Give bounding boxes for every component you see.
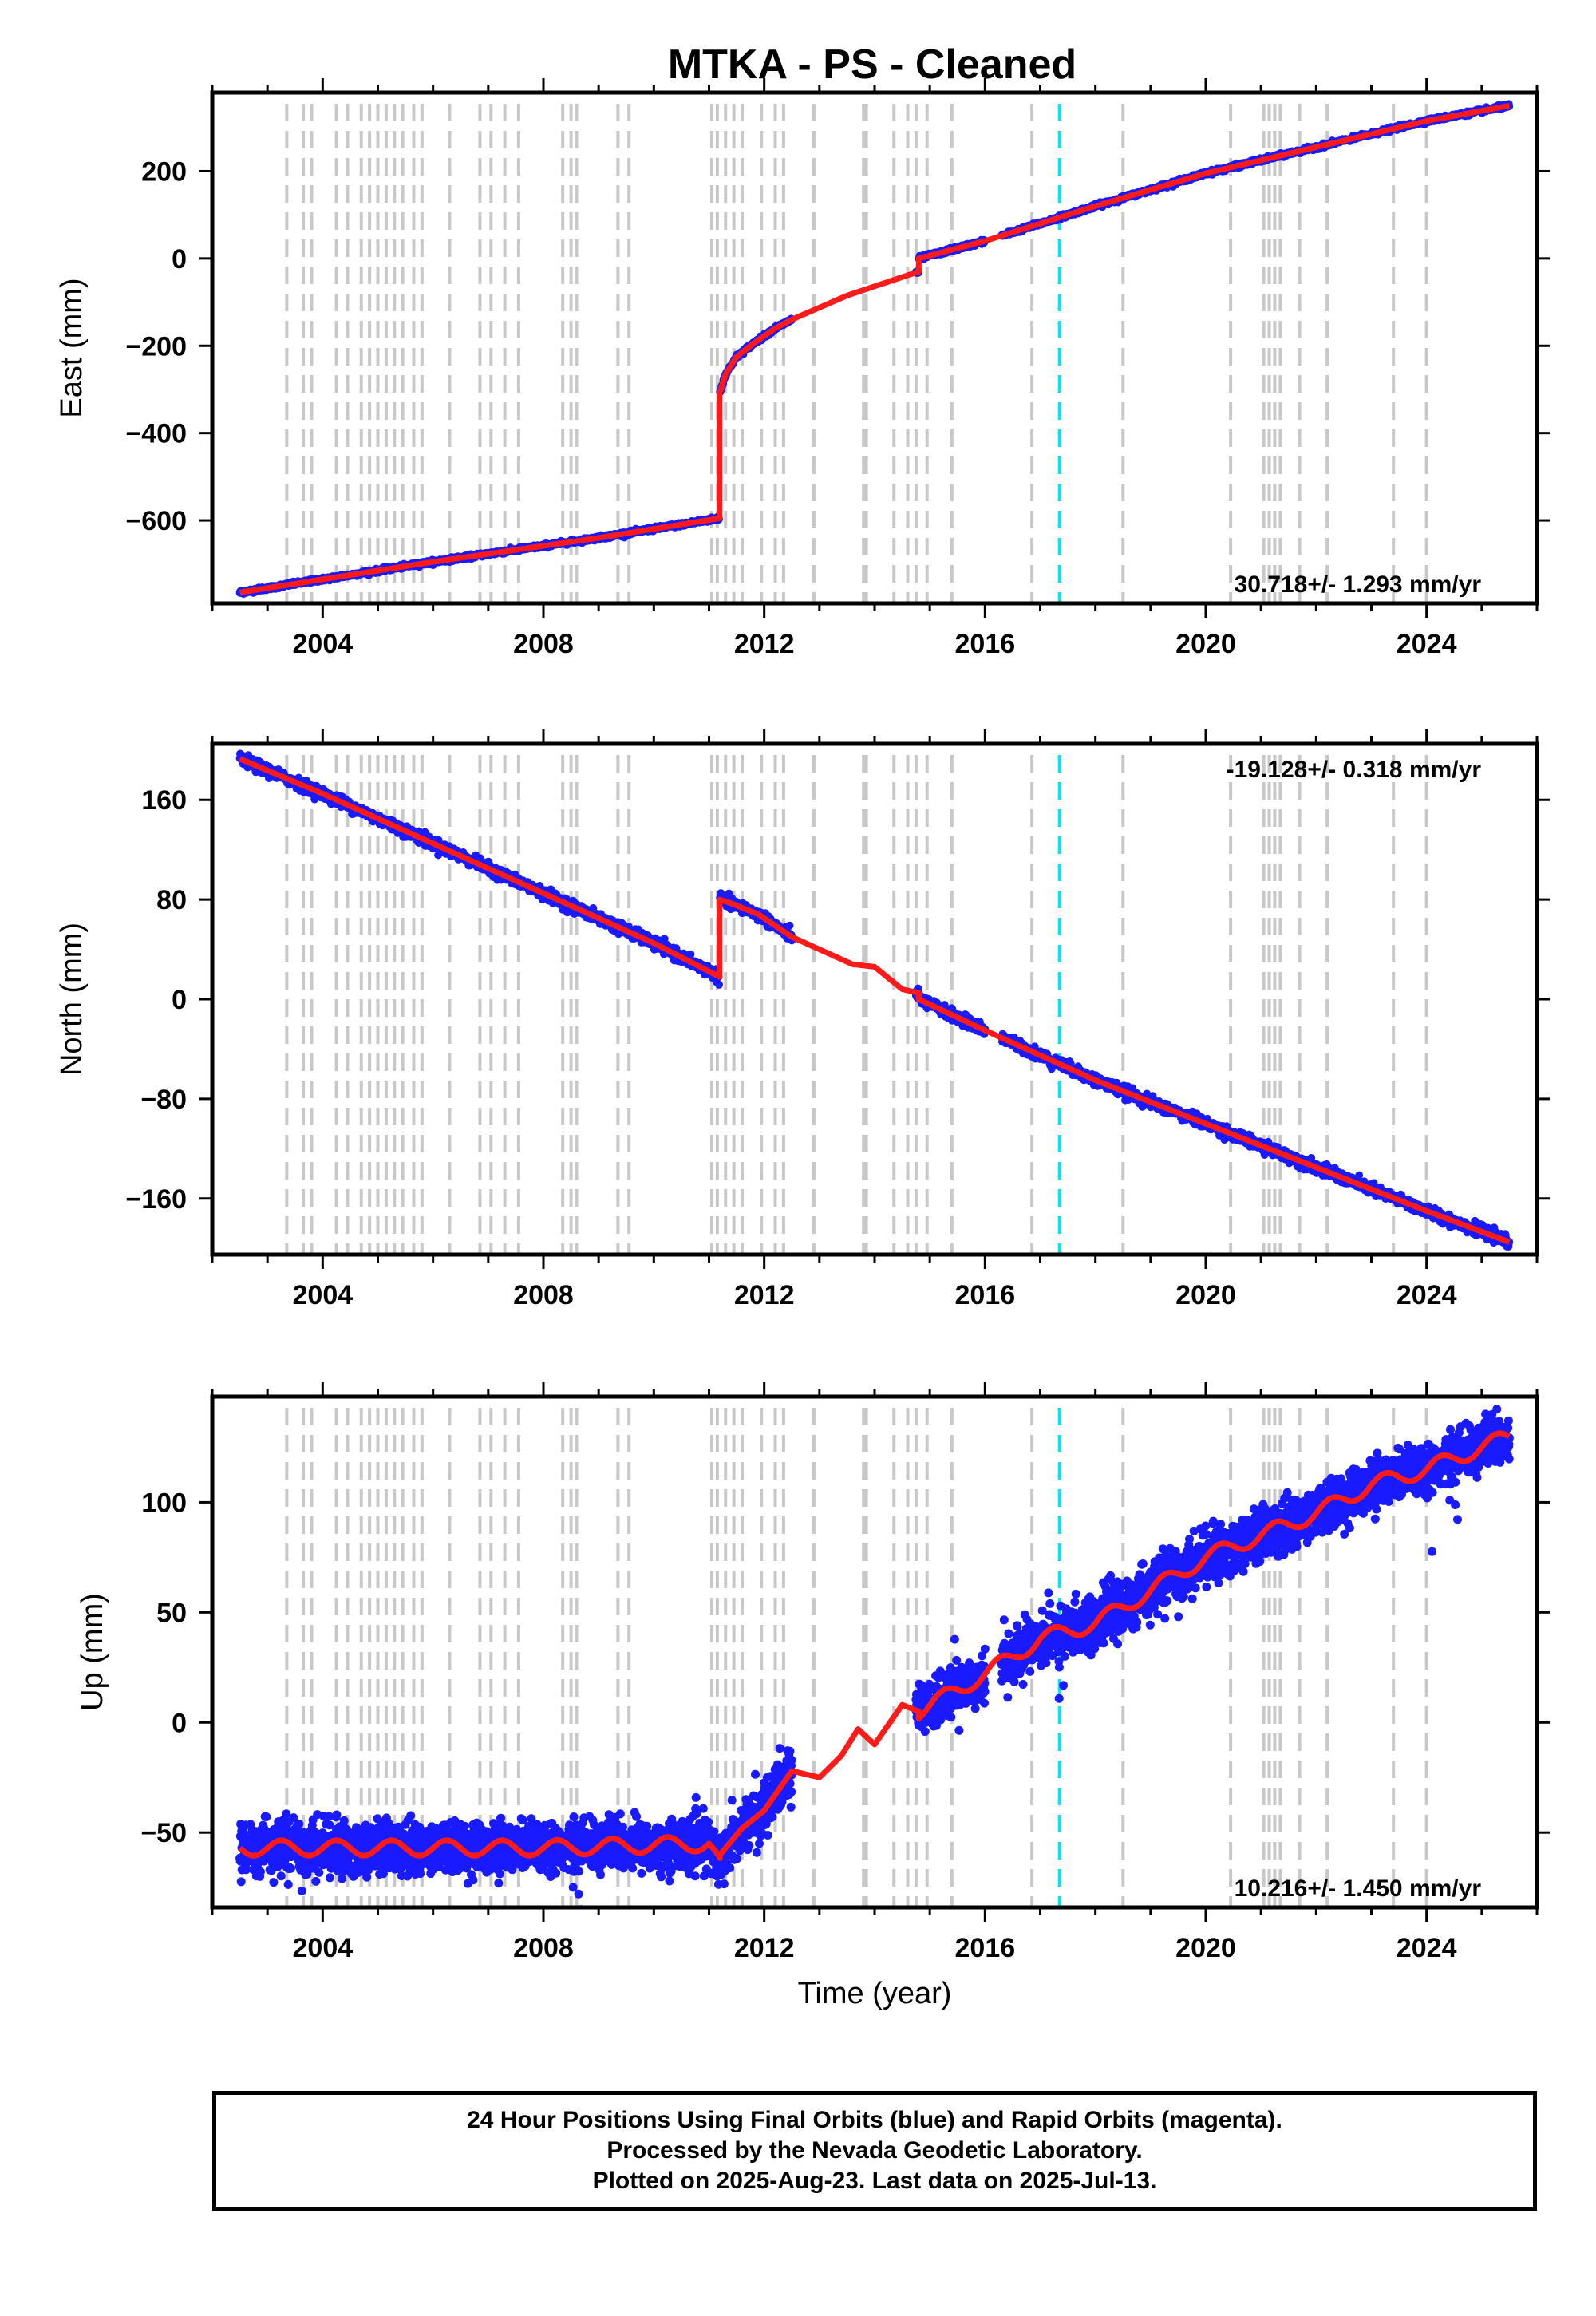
- data-point: [785, 921, 794, 930]
- data-point: [686, 950, 695, 958]
- y-tick-label: −400: [125, 419, 187, 449]
- rate-label: 30.718+/- 1.293 mm/yr: [1235, 571, 1482, 598]
- plot-area: [235, 749, 1514, 1255]
- x-tick-label: 2012: [734, 629, 795, 659]
- x-tick-label: 2016: [955, 629, 1016, 659]
- y-tick-label: −600: [125, 506, 187, 536]
- y-axis-label: East (mm): [55, 278, 89, 417]
- x-tick-label: 2024: [1396, 629, 1457, 659]
- y-tick-label: −200: [125, 331, 187, 362]
- east-panel: 2004 2008 2012 2016 2020 2024 200 0 −200 −400 −600…: [55, 78, 1550, 659]
- x-tick-label: 2004: [293, 629, 354, 659]
- x-tick-label: 2008: [513, 629, 574, 659]
- y-tick-label: 0: [172, 244, 187, 275]
- plot-frame: [210, 90, 1539, 606]
- data-points: [235, 100, 1514, 599]
- data-points: [235, 749, 1514, 1251]
- y-tick-label: 200: [141, 156, 187, 187]
- north-panel: 2004 2008 2012 2016 2020 2024160800−80−160Nor…: [55, 729, 1550, 1310]
- plot-area: [235, 100, 1514, 603]
- chart-title: MTKA - PS - Cleaned: [668, 41, 1077, 88]
- model-line: [238, 102, 1511, 595]
- x-tick-label: 2020: [1175, 629, 1236, 659]
- data-point: [715, 980, 723, 989]
